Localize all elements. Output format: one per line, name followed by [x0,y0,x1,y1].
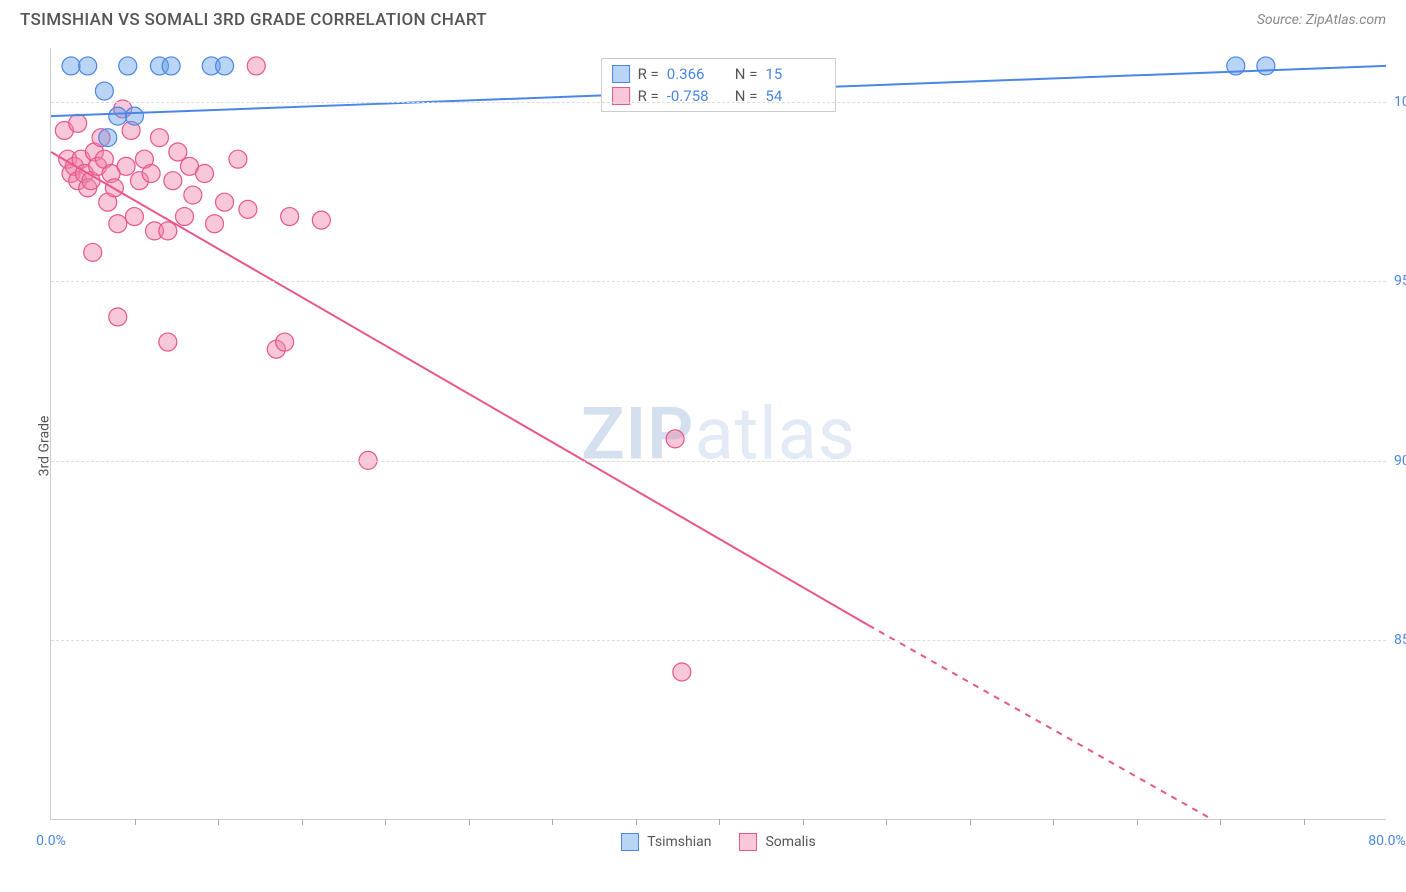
data-point [176,208,194,226]
data-point [69,114,87,132]
scatter-plot-svg [51,48,1386,819]
data-point [162,57,180,75]
data-point [184,186,202,204]
grid-line-horizontal [51,640,1386,641]
y-tick-label: 100.0% [1394,94,1406,110]
x-tick-mark [1220,819,1221,825]
x-tick-mark [803,819,804,825]
data-point [1257,57,1275,75]
chart-plot-area: ZIPatlas R = 0.366 N = 15 R = -0.758 N =… [50,48,1386,820]
data-point [109,215,127,233]
data-point [99,129,117,147]
data-point [666,430,684,448]
trend-line [51,152,869,625]
stats-row-somalis: R = -0.758 N = 54 [612,85,826,107]
data-point [247,57,265,75]
x-tick-mark [469,819,470,825]
data-point [159,333,177,351]
stats-row-tsimshian: R = 0.366 N = 15 [612,63,826,85]
data-point [119,57,137,75]
swatch-blue-icon [612,65,630,83]
x-tick-mark [302,819,303,825]
data-point [159,222,177,240]
x-tick-label: 80.0% [1368,833,1406,849]
correlation-stats-box: R = 0.366 N = 15 R = -0.758 N = 54 [601,58,837,112]
swatch-blue-icon [621,833,639,851]
data-point [673,663,691,681]
chart-title: TSIMSHIAN VS SOMALI 3RD GRADE CORRELATIO… [20,10,487,30]
x-tick-mark [1304,819,1305,825]
x-tick-mark [970,819,971,825]
data-point [125,208,143,226]
x-tick-mark [135,819,136,825]
data-point [117,157,135,175]
data-point [84,243,102,261]
legend-item-tsimshian: Tsimshian [621,833,711,851]
x-tick-mark [719,819,720,825]
bottom-legend: Tsimshian Somalis [51,833,1386,851]
data-point [142,165,160,183]
data-point [150,129,168,147]
data-point [95,82,113,100]
x-tick-mark [1137,819,1138,825]
data-point [169,143,187,161]
data-point [239,200,257,218]
x-tick-mark [636,819,637,825]
grid-line-horizontal [51,461,1386,462]
grid-line-horizontal [51,281,1386,282]
data-point [206,215,224,233]
x-tick-mark [552,819,553,825]
data-point [229,150,247,168]
data-point [276,333,294,351]
data-point [79,57,97,75]
data-point [164,172,182,190]
data-point [62,57,80,75]
data-point [281,208,299,226]
legend-item-somalis: Somalis [739,833,815,851]
data-point [109,308,127,326]
x-tick-mark [1053,819,1054,825]
x-tick-mark [385,819,386,825]
grid-line-horizontal [51,102,1386,103]
data-point [109,107,127,125]
data-point [312,211,330,229]
trend-line [869,625,1320,819]
swatch-pink-icon [739,833,757,851]
data-point [216,193,234,211]
y-tick-label: 95.0% [1394,273,1406,289]
data-point [196,165,214,183]
data-point [216,57,234,75]
x-tick-mark [886,819,887,825]
chart-source: Source: ZipAtlas.com [1257,12,1386,28]
x-tick-label: 0.0% [36,833,66,849]
y-tick-label: 90.0% [1394,453,1406,469]
y-tick-label: 85.0% [1394,632,1406,648]
x-tick-mark [218,819,219,825]
data-point [125,107,143,125]
